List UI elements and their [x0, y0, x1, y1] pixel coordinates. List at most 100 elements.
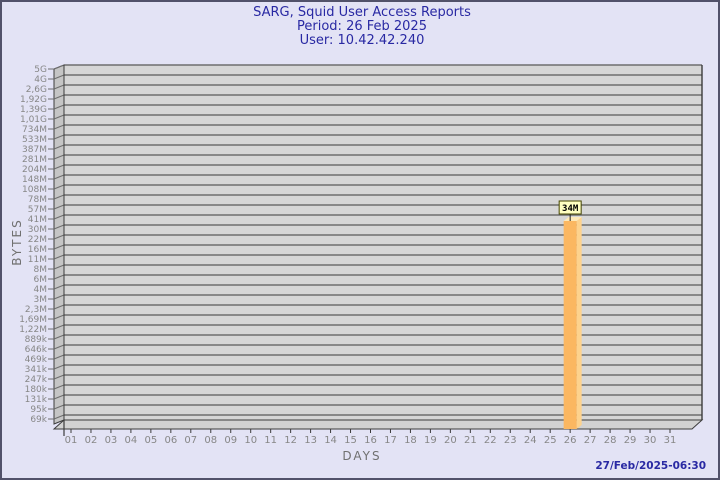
y-axis-tick-label: 30M — [28, 225, 47, 235]
chart-user: User: 10.42.42.240 — [299, 33, 425, 48]
gridline-wall-segment — [53, 154, 65, 160]
x-axis-tick-label: 25 — [544, 435, 557, 446]
y-axis-tick-label: 5G — [34, 65, 47, 75]
x-axis-tick-label: 12 — [284, 435, 297, 446]
x-axis-tick-label: 24 — [524, 435, 537, 446]
gridline-wall-segment — [53, 204, 65, 210]
gridline-wall-segment — [53, 64, 65, 70]
gridline-wall-segment — [53, 134, 65, 140]
gridline-wall-segment — [53, 114, 65, 120]
x-axis-tick-label: 23 — [504, 435, 517, 446]
y-axis-tick-label: 646k — [25, 345, 48, 355]
y-axis-tick-label: 341k — [25, 365, 48, 375]
bar-day-26 — [563, 221, 577, 429]
y-axis-tick-label: 4M — [34, 285, 48, 295]
x-axis-tick-label: 20 — [444, 435, 457, 446]
gridline-wall-segment — [53, 334, 65, 340]
x-axis-tick-label: 02 — [85, 435, 98, 446]
gridline-wall-segment — [53, 244, 65, 250]
x-axis-tick-label: 09 — [224, 435, 237, 446]
x-axis-tick-label: 16 — [364, 435, 377, 446]
y-axis-tick-label: 2,3M — [25, 305, 47, 315]
bar-value-label: 34M — [562, 204, 579, 214]
x-axis-tick-label: 19 — [424, 435, 437, 446]
y-axis-tick-label: 131k — [25, 395, 48, 405]
gridline-wall-segment — [53, 384, 65, 390]
gridline-wall-segment — [53, 164, 65, 170]
bar-side-face — [576, 217, 582, 429]
gridline-wall-segment — [53, 124, 65, 130]
x-axis-tick-label: 13 — [304, 435, 317, 446]
gridline-wall-segment — [53, 354, 65, 360]
y-axis-tick-label: 2,6G — [26, 85, 47, 95]
gridline-wall-segment — [53, 264, 65, 270]
gridline-wall-segment — [53, 174, 65, 180]
y-axis-tick-label: 108M — [22, 185, 47, 195]
gridline-wall-segment — [53, 194, 65, 200]
chart-title-block: SARG, Squid User Access Reports Period: … — [2, 5, 718, 48]
x-axis-tick-label: 30 — [644, 435, 657, 446]
y-axis-tick-label: 148M — [22, 175, 47, 185]
y-axis-tick-label: 57M — [28, 205, 47, 215]
y-axis-tick-label: 387M — [22, 145, 47, 155]
gridline-wall-segment — [53, 144, 65, 150]
y-axis-tick-label: 16M — [28, 245, 47, 255]
chart-floor — [52, 419, 704, 430]
gridline-wall-segment — [53, 104, 65, 110]
y-axis-tick-label: 78M — [28, 195, 47, 205]
y-axis-tick-label: 247k — [25, 375, 48, 385]
y-axis-tick-label: 204M — [22, 165, 47, 175]
gridline-wall-segment — [53, 404, 65, 410]
x-axis-tick-label: 29 — [624, 435, 637, 446]
x-axis-tick-label: 14 — [324, 435, 337, 446]
x-axis-tick-label: 22 — [484, 435, 497, 446]
gridline-wall-segment — [53, 304, 65, 310]
gridline-wall-segment — [53, 374, 65, 380]
x-axis-tick-label: 31 — [664, 435, 677, 446]
y-axis-tick-label: 734M — [22, 125, 47, 135]
bar-top-face — [563, 217, 582, 221]
gridline-wall-segment — [53, 74, 65, 80]
x-axis-tick-label: 01 — [65, 435, 78, 446]
x-axis-tick-label: 18 — [404, 435, 417, 446]
gridline-wall-segment — [53, 94, 65, 100]
x-axis-tick-label: 03 — [105, 435, 118, 446]
y-axis-tick-label: 1,69M — [19, 315, 47, 325]
gridline-wall-segment — [53, 274, 65, 280]
x-axis-tick-label: 15 — [344, 435, 357, 446]
chart-title: SARG, Squid User Access Reports — [253, 5, 471, 20]
x-axis-tick-label: 06 — [164, 435, 177, 446]
y-axis-tick-label: 1,22M — [19, 325, 47, 335]
x-axis-tick-label: 05 — [144, 435, 157, 446]
gridline-wall-segment — [53, 344, 65, 350]
x-axis-tick-label: 08 — [204, 435, 217, 446]
y-axis-tick-label: 11M — [28, 255, 47, 265]
x-axis-tick-label: 11 — [264, 435, 277, 446]
y-axis-tick-label: 889k — [25, 335, 48, 345]
y-axis-tick-label: 95k — [30, 405, 47, 415]
y-axis-title: BYTES — [10, 218, 24, 266]
y-axis-tick-label: 1,92G — [20, 95, 47, 105]
gridline-wall-segment — [53, 214, 65, 220]
x-axis-tick-label: 26 — [564, 435, 577, 446]
y-axis-tick-label: 533M — [22, 135, 47, 145]
x-axis-title: DAYS — [342, 449, 382, 463]
gridline-wall-segment — [53, 184, 65, 190]
x-axis-tick-label: 10 — [244, 435, 257, 446]
gridline-wall-segment — [53, 364, 65, 370]
gridline-wall-segment — [53, 324, 65, 330]
gridline-wall-segment — [53, 84, 65, 90]
x-axis-tick-label: 04 — [125, 435, 138, 446]
y-axis-tick-label: 8M — [34, 265, 48, 275]
gridline-wall-segment — [53, 234, 65, 240]
bar-value-box — [558, 200, 582, 215]
y-axis-tick-label: 1,01G — [20, 115, 47, 125]
y-axis-tick-label: 180k — [25, 385, 48, 395]
x-axis-tick-label: 28 — [604, 435, 617, 446]
gridline-wall-segment — [53, 254, 65, 260]
y-axis-tick-label: 1,39G — [20, 105, 47, 115]
report-timestamp: 27/Feb/2025-06:30 — [595, 460, 706, 472]
y-axis-tick-label: 3M — [34, 295, 48, 305]
